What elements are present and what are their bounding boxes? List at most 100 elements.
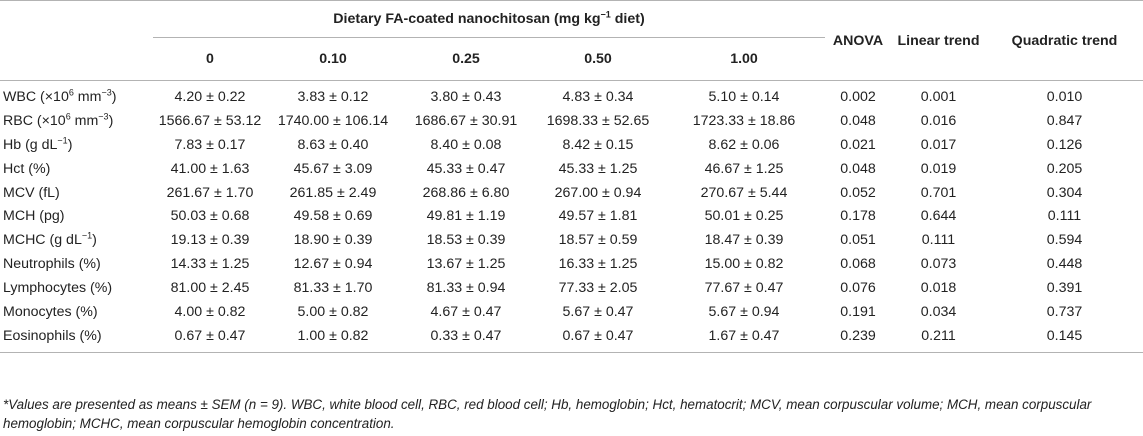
- row-label: Monocytes (%): [0, 300, 153, 324]
- hematology-table: Dietary FA-coated nanochitosan (mg kg−1 …: [0, 0, 1143, 353]
- anova-cell: 0.178: [840, 208, 876, 225]
- quadratic-trend-header: Quadratic trend: [986, 0, 1143, 81]
- value-cell: 261.67 ± 1.70: [166, 184, 254, 201]
- value-cell: 18.47 ± 0.39: [704, 232, 784, 249]
- quadratic-cell: 0.594: [1046, 232, 1083, 249]
- row-label-post: ): [111, 88, 117, 105]
- linear-cell: 0.073: [920, 256, 957, 273]
- value-cell: 1698.33 ± 52.65: [546, 112, 650, 129]
- header-blank: [0, 0, 153, 38]
- header-row-doses: 0 0.10 0.25 0.50 1.00: [0, 37, 1143, 81]
- value-cell: 0.67 ± 0.47: [533, 323, 663, 353]
- quadratic-cell: 0.448: [1046, 256, 1083, 273]
- dose-header: 0.10: [267, 37, 399, 81]
- row-label-pre: Neutrophils (%): [3, 256, 101, 273]
- value-cell: 1740.00 ± 106.14: [277, 112, 389, 129]
- table-row: Hb (g dL−1) 7.83 ± 0.17 8.63 ± 0.40 8.40 ± …: [0, 133, 1143, 157]
- anova-cell: 0.191: [840, 303, 876, 320]
- row-label-sup2: −3: [101, 87, 112, 98]
- value-cell: 81.33 ± 1.70: [293, 280, 373, 297]
- linear-cell: 0.016: [920, 112, 957, 129]
- linear-cell: 0.111: [921, 232, 956, 249]
- linear-trend-header: Linear trend: [891, 0, 986, 81]
- value-cell: 41.00 ± 1.63: [170, 160, 250, 177]
- value-cell: 1723.33 ± 18.86: [692, 112, 796, 129]
- value-cell: 7.83 ± 0.17: [174, 136, 246, 153]
- anova-cell: 0.048: [840, 112, 876, 129]
- quadratic-cell: 0.145: [986, 323, 1143, 353]
- value-cell: 8.40 ± 0.08: [430, 136, 502, 153]
- value-cell: 13.67 ± 1.25: [426, 256, 506, 273]
- value-cell: 4.00 ± 0.82: [174, 303, 246, 320]
- value-cell: 49.57 ± 1.81: [558, 208, 638, 225]
- linear-cell: 0.034: [920, 303, 957, 320]
- value-cell: 4.67 ± 0.47: [430, 303, 502, 320]
- quadratic-cell: 0.847: [1046, 112, 1083, 129]
- table-row: Hct (%) 41.00 ± 1.63 45.67 ± 3.09 45.33 ± 0…: [0, 157, 1143, 181]
- row-label-sup1: 6: [68, 87, 74, 98]
- anova-cell: 0.076: [840, 280, 876, 297]
- row-label: RBC (×106 mm−3): [0, 109, 153, 133]
- quadratic-cell: 0.205: [1046, 160, 1083, 177]
- anova-cell: 0.021: [840, 136, 876, 153]
- value-cell: 268.86 ± 6.80: [422, 184, 510, 201]
- linear-cell: 0.701: [920, 184, 957, 201]
- value-cell: 261.85 ± 2.49: [289, 184, 377, 201]
- value-cell: 5.00 ± 0.82: [297, 303, 369, 320]
- value-cell: 50.01 ± 0.25: [704, 208, 784, 225]
- anova-cell: 0.002: [840, 88, 876, 105]
- table-row: Eosinophils (%) 0.67 ± 0.47 1.00 ± 0.82 0.3…: [0, 323, 1143, 353]
- value-cell: 45.33 ± 0.47: [426, 160, 506, 177]
- value-cell: 81.00 ± 2.45: [170, 280, 250, 297]
- row-label-mid: mm: [70, 112, 99, 129]
- row-label-pre: Lymphocytes (%): [3, 280, 113, 297]
- dose-group-title-post: diet): [610, 11, 645, 27]
- value-cell: 5.67 ± 0.94: [708, 303, 780, 320]
- value-cell: 18.90 ± 0.39: [293, 232, 373, 249]
- value-cell: 5.10 ± 0.14: [708, 88, 780, 105]
- row-label-pre: MCH (pg): [3, 208, 65, 225]
- table-row: MCV (fL) 261.67 ± 1.70 261.85 ± 2.49 268.86…: [0, 181, 1143, 205]
- value-cell: 45.33 ± 1.25: [558, 160, 638, 177]
- row-label-pre: MCHC (g dL: [3, 232, 82, 249]
- dose-group-title-pre: Dietary FA-coated nanochitosan (mg kg: [333, 11, 601, 27]
- value-cell: 81.33 ± 0.94: [426, 280, 506, 297]
- table-row: Monocytes (%) 4.00 ± 0.82 5.00 ± 0.82 4.67 …: [0, 300, 1143, 324]
- header-row-group: Dietary FA-coated nanochitosan (mg kg−1 …: [0, 0, 1143, 81]
- linear-cell: 0.018: [920, 280, 957, 297]
- value-cell: 0.67 ± 0.47: [153, 323, 267, 353]
- row-label: MCHC (g dL−1): [0, 228, 153, 252]
- row-label: WBC (×106 mm−3): [0, 81, 153, 109]
- table-row: Neutrophils (%) 14.33 ± 1.25 12.67 ± 0.94 1…: [0, 252, 1143, 276]
- value-cell: 45.67 ± 3.09: [293, 160, 373, 177]
- header-blank: [0, 37, 153, 81]
- row-label-pre: Hb (g dL: [3, 136, 58, 153]
- value-cell: 1686.67 ± 30.91: [414, 112, 518, 129]
- value-cell: 77.33 ± 2.05: [558, 280, 638, 297]
- value-cell: 77.67 ± 0.47: [704, 280, 784, 297]
- table-row: Lymphocytes (%) 81.00 ± 2.45 81.33 ± 1.70 8…: [0, 276, 1143, 300]
- value-cell: 18.57 ± 0.59: [558, 232, 638, 249]
- row-label-sup2: −1: [81, 230, 93, 241]
- row-label-pre: Monocytes (%): [3, 303, 98, 320]
- table-row: MCHC (g dL−1) 19.13 ± 0.39 18.90 ± 0.39 18.…: [0, 228, 1143, 252]
- dose-group-title-sup: −1: [600, 9, 611, 20]
- row-label-mid: mm: [73, 88, 102, 105]
- quadratic-cell: 0.737: [1046, 303, 1083, 320]
- value-cell: 49.58 ± 0.69: [293, 208, 373, 225]
- value-cell: 1.67 ± 0.47: [663, 323, 825, 353]
- value-cell: 8.63 ± 0.40: [297, 136, 369, 153]
- value-cell: 3.83 ± 0.12: [297, 88, 369, 105]
- row-label: MCV (fL): [0, 181, 153, 205]
- row-label: Eosinophils (%): [0, 323, 153, 353]
- row-label-post: ): [67, 136, 73, 153]
- row-label-pre: MCV (fL): [3, 184, 60, 201]
- value-cell: 1566.67 ± 53.12: [158, 112, 262, 129]
- linear-cell: 0.019: [920, 160, 957, 177]
- anova-cell: 0.051: [840, 232, 876, 249]
- value-cell: 50.03 ± 0.68: [170, 208, 250, 225]
- value-cell: 14.33 ± 1.25: [170, 256, 250, 273]
- table-row: RBC (×106 mm−3) 1566.67 ± 53.12 1740.00 ± …: [0, 109, 1143, 133]
- value-cell: 270.67 ± 5.44: [700, 184, 788, 201]
- quadratic-cell: 0.126: [1046, 136, 1083, 153]
